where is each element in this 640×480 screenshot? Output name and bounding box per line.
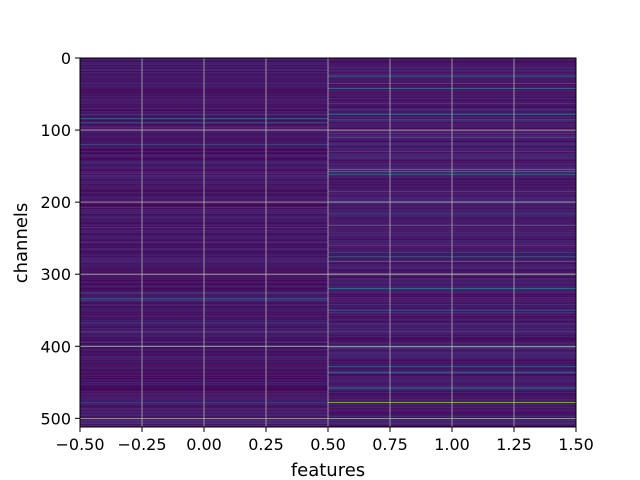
x-tick-label: 0.25 — [248, 435, 284, 454]
grid-lines — [80, 58, 576, 427]
x-tick-label: 1.25 — [496, 435, 532, 454]
x-tick-label: 1.00 — [434, 435, 470, 454]
y-tick-label: 300 — [40, 265, 71, 284]
x-tick-label: −0.50 — [55, 435, 104, 454]
x-tick-label: −0.25 — [117, 435, 166, 454]
x-axis-ticks: −0.50 −0.25 0.00 0.25 0.50 0.75 1.00 1.25 1.50 — [55, 427, 594, 454]
y-tick-label: 200 — [40, 193, 71, 212]
x-tick-label: 0.75 — [372, 435, 408, 454]
y-tick-label: 100 — [40, 121, 71, 140]
x-tick-label: 1.50 — [558, 435, 594, 454]
x-axis-label: features — [291, 460, 365, 480]
y-axis-label: channels — [11, 203, 32, 284]
x-tick-label: 0.50 — [310, 435, 346, 454]
y-tick-label: 500 — [40, 409, 71, 428]
y-tick-label: 400 — [40, 337, 71, 356]
y-tick-label: 0 — [61, 49, 71, 68]
x-tick-label: 0.00 — [186, 435, 222, 454]
y-axis-ticks: 0 100 200 300 400 500 — [40, 49, 80, 428]
